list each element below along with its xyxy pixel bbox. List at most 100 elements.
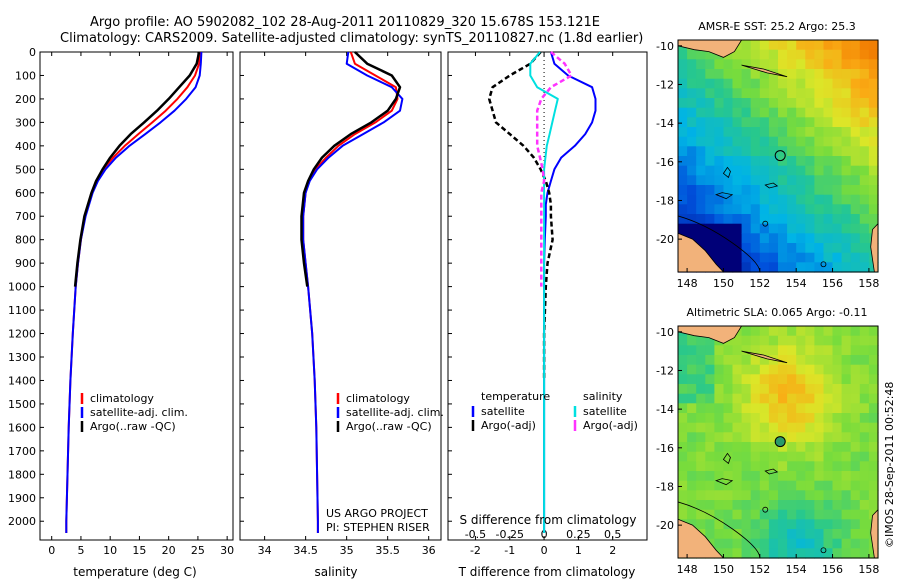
map-cell [714, 204, 725, 215]
map-cell [823, 490, 834, 501]
map-cell [814, 233, 825, 244]
map-cell [678, 88, 688, 99]
map-cell [868, 204, 879, 215]
y-tick-label: -10 [656, 40, 674, 53]
map-cell [814, 214, 825, 225]
map-cell [868, 78, 879, 89]
map-cell [678, 127, 688, 138]
map-cell [759, 355, 770, 366]
map-cell [859, 461, 870, 472]
map-cell [796, 374, 806, 385]
map-cell [868, 364, 879, 375]
map-cell [841, 262, 852, 273]
map-cell [796, 156, 806, 167]
map-cell [723, 136, 734, 147]
map-cell [796, 471, 806, 482]
map-cell [678, 355, 688, 366]
map-cell [796, 364, 806, 375]
y-tick-label: 1000 [8, 281, 36, 294]
map-cell [705, 335, 715, 346]
map-cell [678, 136, 688, 147]
map-cell [714, 214, 725, 225]
map-cell [741, 403, 752, 414]
map-cell [732, 252, 743, 263]
map-cell [778, 413, 788, 424]
map-cell [768, 127, 779, 138]
map-cell [859, 509, 870, 520]
map-cell [750, 98, 761, 109]
map-cell [741, 326, 752, 337]
map-cell [723, 59, 734, 70]
map-cell [868, 69, 879, 80]
temperature-panel: 0 5 10 15 20 25 300100200300400500600700800900… [8, 46, 234, 557]
map-cell [796, 69, 806, 80]
map-cell [750, 233, 761, 244]
map-cell [696, 451, 706, 462]
map-cell [787, 480, 797, 491]
map-cell [859, 214, 870, 225]
map-cell [814, 88, 825, 99]
map-cell [741, 451, 752, 462]
map-cell [687, 432, 697, 443]
map-cell [868, 156, 879, 167]
map-cell [750, 243, 761, 254]
map-cell [859, 223, 870, 234]
map-cell [732, 422, 743, 433]
map-cell [832, 335, 843, 346]
x-tick-label: 0 [48, 544, 55, 557]
map-cell [814, 49, 825, 60]
map-cell [787, 538, 797, 549]
map-cell [678, 500, 688, 511]
y-tick-label: 200 [15, 93, 36, 106]
map-cell [841, 252, 852, 263]
map-cell [841, 335, 852, 346]
map-cell [823, 233, 834, 244]
map-cell [805, 393, 815, 404]
map-cell [741, 442, 752, 453]
map-cell [723, 500, 734, 511]
map-cell [714, 393, 725, 404]
map-cell [796, 49, 806, 60]
map-cell [750, 345, 761, 356]
map-cell [796, 480, 806, 491]
map-cell [787, 451, 797, 462]
map-cell [823, 471, 834, 482]
map-cell [768, 88, 779, 99]
map-cell [714, 78, 725, 89]
y-tick-label: 300 [15, 116, 36, 129]
map-cell [823, 326, 834, 337]
map-cell [768, 156, 779, 167]
map-cell [768, 519, 779, 530]
map-cell [750, 185, 761, 196]
x-tick-label-top: -0.25 [496, 528, 524, 541]
png-land [677, 39, 743, 58]
map-cell [732, 374, 743, 385]
map-cell [741, 185, 752, 196]
map-cell [723, 461, 734, 472]
map-cell [741, 252, 752, 263]
map-cell [705, 156, 715, 167]
map-cell [768, 413, 779, 424]
map-cell [832, 374, 843, 385]
map-cell [741, 233, 752, 244]
map-cell [768, 98, 779, 109]
map-cell [796, 107, 806, 118]
map-cell [687, 185, 697, 196]
map-cell [705, 88, 715, 99]
map-cell [841, 403, 852, 414]
map-cell [723, 107, 734, 118]
map-cell [868, 393, 879, 404]
map-cell [832, 355, 843, 366]
map-cell [687, 204, 697, 215]
map-cell [687, 403, 697, 414]
map-cell [859, 335, 870, 346]
map-cell [805, 529, 815, 540]
map-cell [814, 204, 825, 215]
legend-label: Argo(-adj) [583, 419, 638, 432]
map-cell [687, 480, 697, 491]
map-cell [750, 548, 761, 559]
map-cell [741, 480, 752, 491]
map-cell [814, 509, 825, 520]
map-cell [687, 165, 697, 176]
